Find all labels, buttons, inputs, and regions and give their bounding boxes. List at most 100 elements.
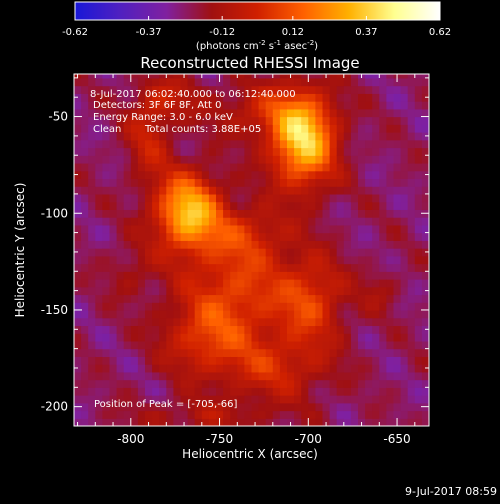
heatmap-cell xyxy=(166,309,174,319)
heatmap-cell xyxy=(322,317,331,327)
heatmap-cell xyxy=(145,217,153,226)
heatmap-cell xyxy=(88,232,96,241)
heatmap-cell xyxy=(123,395,132,404)
heatmap-cell xyxy=(194,155,203,164)
heatmap-cell xyxy=(166,240,174,249)
heatmap-cell xyxy=(322,340,331,350)
heatmap-cell xyxy=(116,217,125,226)
heatmap-cell xyxy=(379,162,387,172)
heatmap-cell xyxy=(386,232,395,241)
heatmap-cell xyxy=(137,333,146,342)
heatmap-cell xyxy=(116,139,125,149)
heatmap-cell xyxy=(237,356,245,365)
heatmap-cell xyxy=(137,155,146,164)
heatmap-cell xyxy=(272,302,281,311)
heatmap-cell xyxy=(308,294,316,303)
heatmap-cell xyxy=(216,93,224,102)
heatmap-cell xyxy=(301,93,309,102)
heatmap-cell xyxy=(421,186,429,195)
heatmap-cell xyxy=(336,371,345,381)
heatmap-cell xyxy=(109,333,118,342)
heatmap-cell xyxy=(265,348,274,357)
heatmap-cell xyxy=(272,364,281,373)
heatmap-cell xyxy=(414,170,423,180)
heatmap-cell xyxy=(393,232,402,241)
heatmap-cell xyxy=(116,147,125,156)
heatmap-cell xyxy=(265,255,274,265)
heatmap-cell xyxy=(187,155,196,164)
heatmap-cell xyxy=(130,74,139,79)
heatmap-cell xyxy=(315,201,324,210)
heatmap-cell xyxy=(74,302,82,311)
heatmap-cell xyxy=(315,309,324,319)
heatmap-cell xyxy=(95,255,103,265)
heatmap-cell xyxy=(166,271,174,280)
heatmap-cell xyxy=(208,201,217,210)
heatmap-cell xyxy=(74,124,82,133)
heatmap-cell xyxy=(386,286,395,296)
heatmap-cell xyxy=(244,263,253,272)
heatmap-cell xyxy=(145,309,153,319)
heatmap-cell xyxy=(407,232,416,241)
heatmap-cell xyxy=(336,309,345,319)
heatmap-cell xyxy=(350,325,359,334)
heatmap-cell xyxy=(400,309,409,319)
heatmap-cell xyxy=(187,74,196,79)
heatmap-cell xyxy=(315,93,324,102)
heatmap-cell xyxy=(166,286,174,296)
heatmap-cell xyxy=(88,340,96,350)
heatmap-cell xyxy=(279,74,288,79)
heatmap-cell xyxy=(237,232,245,241)
heatmap-cell xyxy=(237,248,245,257)
heatmap-cell xyxy=(308,186,316,195)
heatmap-cell xyxy=(180,255,189,265)
heatmap-cell xyxy=(81,325,89,334)
heatmap-cell xyxy=(81,85,89,94)
heatmap-cell xyxy=(343,325,352,334)
heatmap-cell xyxy=(315,402,324,412)
heatmap-cell xyxy=(102,263,111,272)
heatmap-cell xyxy=(244,418,253,426)
heatmap-cell xyxy=(365,356,373,365)
heatmap-cell xyxy=(145,209,153,218)
heatmap-cell xyxy=(123,201,132,210)
heatmap-cell xyxy=(159,302,167,311)
heatmap-cell xyxy=(116,294,125,303)
heatmap-cell xyxy=(365,85,373,94)
heatmap-cell xyxy=(315,217,324,226)
heatmap-cell xyxy=(301,209,309,218)
heatmap-cell xyxy=(265,74,274,79)
heatmap-cell xyxy=(102,286,111,296)
heatmap-cell xyxy=(81,232,89,241)
heatmap-cell xyxy=(137,217,146,226)
heatmap-cell xyxy=(230,317,238,327)
heatmap-cell xyxy=(95,263,103,272)
colorbar-tick-label: 0.37 xyxy=(355,27,377,38)
heatmap-cell xyxy=(109,387,118,396)
heatmap-cell xyxy=(365,364,373,373)
heatmap-cell xyxy=(265,193,274,203)
heatmap-cell xyxy=(81,317,89,327)
heatmap-cell xyxy=(343,371,352,381)
heatmap-cell xyxy=(201,186,210,195)
heatmap-cell xyxy=(386,224,395,234)
heatmap-cell xyxy=(315,286,324,296)
heatmap-cell xyxy=(386,248,395,257)
heatmap-cell xyxy=(130,356,139,365)
heatmap-cell xyxy=(308,286,316,296)
heatmap-cell xyxy=(180,271,189,280)
heatmap-cell xyxy=(315,209,324,218)
heatmap-cell xyxy=(365,155,373,164)
heatmap-cell xyxy=(102,74,111,79)
heatmap-cell xyxy=(194,201,203,210)
heatmap-cell xyxy=(95,217,103,226)
heatmap-cell xyxy=(407,402,416,412)
heatmap-cell xyxy=(315,356,324,365)
heatmap-cell xyxy=(145,124,153,133)
heatmap-cell xyxy=(265,201,274,210)
heatmap-cell xyxy=(123,271,132,280)
heatmap-cell xyxy=(145,186,153,195)
heatmap-cell xyxy=(159,85,167,94)
heatmap-cell xyxy=(329,186,338,195)
heatmap-cell xyxy=(386,116,395,125)
